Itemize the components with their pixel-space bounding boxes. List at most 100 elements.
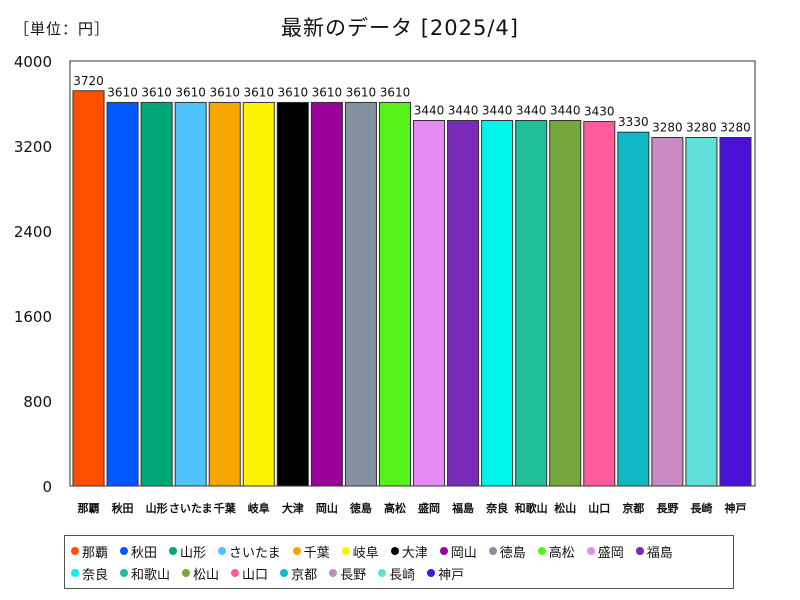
x-tick-label: 長崎 [690,501,712,515]
bar-5 [208,101,241,487]
legend-label: 岡山 [450,545,477,561]
legend-item: 岐阜 [341,540,379,562]
bar-13 [481,120,514,487]
data-label: 3440 [516,104,547,118]
legend-label: 奈良 [82,567,109,583]
legend-swatch [218,547,227,555]
x-tick-label: 大津 [282,501,304,515]
legend-label: 秋田 [131,545,158,561]
legend-label: 長野 [340,567,367,583]
x-tick-label: 千葉 [214,501,237,515]
bar-11 [413,120,446,487]
data-label: 3280 [652,121,683,135]
legend-swatch [120,569,129,577]
bar-12 [447,120,480,487]
data-label: 3610 [278,85,309,99]
x-tick-label: 松山 [554,501,576,515]
legend-label: 神戸 [438,567,465,583]
legend-item: 山形 [169,540,206,562]
y-tick-label: 0 [42,478,52,496]
legend-swatch [329,569,338,577]
x-tick-label: 京都 [622,501,644,515]
bar-8 [310,101,343,487]
legend-swatch [586,547,595,555]
legend-swatch [537,547,546,555]
legend-item: 奈良 [71,562,108,584]
legend-item: 那覇 [71,540,108,562]
x-tick-label: 山口 [588,501,610,515]
x-tick-label: 長野 [656,502,678,515]
data-label: 3280 [720,121,751,135]
x-tick-label: 徳島 [349,501,372,515]
bar-20 [719,137,752,487]
bar-3 [140,101,173,487]
data-label: 3440 [482,104,513,118]
unit-label: ［単位：円］ [14,20,111,38]
legend-label: 岐阜 [352,545,379,561]
x-tick-label: 奈良 [485,501,508,515]
legend-swatch [71,547,79,555]
bar-2 [106,101,139,487]
data-label: 3430 [584,105,615,119]
legend-item: 高松 [537,540,575,562]
x-tick-label: 那覇 [78,502,100,515]
data-label: 3610 [312,85,343,99]
legend-item: 盛岡 [586,540,624,562]
bar-7 [276,101,309,487]
legend-label: 高松 [548,545,575,561]
bar-1 [72,90,105,487]
bar-chart: 0 800 1600 2400 3200 4000 3720 那覇 3610 秋田 3610 山形 36… [14,53,756,515]
bar-10 [378,101,412,487]
chart-legend: 那覇 秋田 山形 さいたま 千葉 岐阜 大津 岡山 徳島 高松 盛岡 福島 奈良 和歌山 松山 山口 京都 長野 長… [64,535,734,589]
legend-label: 山口 [242,567,269,583]
data-label: 3610 [141,85,172,99]
legend-label: 長崎 [389,567,416,583]
legend-item: 山口 [231,562,268,584]
y-tick-label: 3200 [14,138,52,156]
legend-swatch [439,547,448,555]
x-tick-label: 福島 [451,501,474,515]
bar-18 [651,137,684,487]
legend-item: 福島 [635,540,673,562]
data-label: 3610 [346,85,377,99]
legend-swatch [71,569,79,577]
bar-9 [344,101,377,487]
legend-item: 長崎 [378,562,415,584]
legend-label: 福島 [646,545,673,561]
bar-6 [242,101,275,487]
x-tick-label: 岡山 [316,501,338,515]
bar-15 [549,120,582,487]
legend-item: さいたま [218,540,281,562]
legend-label: 山形 [180,545,207,561]
data-label: 3330 [618,115,649,129]
bar-16 [583,121,616,487]
legend-swatch [427,569,436,577]
data-label: 3610 [380,85,411,99]
y-tick-label: 4000 [14,53,52,71]
legend-item: 松山 [182,562,219,584]
legend-label: 京都 [291,567,318,583]
legend-swatch [231,569,240,577]
legend-item: 大津 [390,540,428,562]
legend-swatch [182,569,191,577]
legend-item: 秋田 [120,540,157,562]
legend-swatch [280,569,289,577]
legend-swatch [390,547,399,555]
x-tick-label: 盛岡 [418,501,440,515]
legend-item: 和歌山 [120,562,170,584]
x-tick-label: 秋田 [112,501,134,515]
chart-title: 最新のデータ [2025/4] [281,16,519,40]
legend-swatch [169,547,178,555]
data-label: 3610 [244,85,275,99]
legend-label: さいたま [229,545,281,561]
legend-item: 岡山 [439,540,477,562]
plot-frame [69,60,756,487]
x-tick-label: 高松 [384,501,406,515]
x-tick-label: 和歌山 [515,501,548,515]
legend-label: 盛岡 [597,545,624,561]
x-tick-label: 山形 [146,501,168,515]
bar-4 [174,101,207,487]
data-label: 3610 [107,85,138,99]
legend-swatch [341,547,350,555]
legend-label: 松山 [193,567,220,583]
